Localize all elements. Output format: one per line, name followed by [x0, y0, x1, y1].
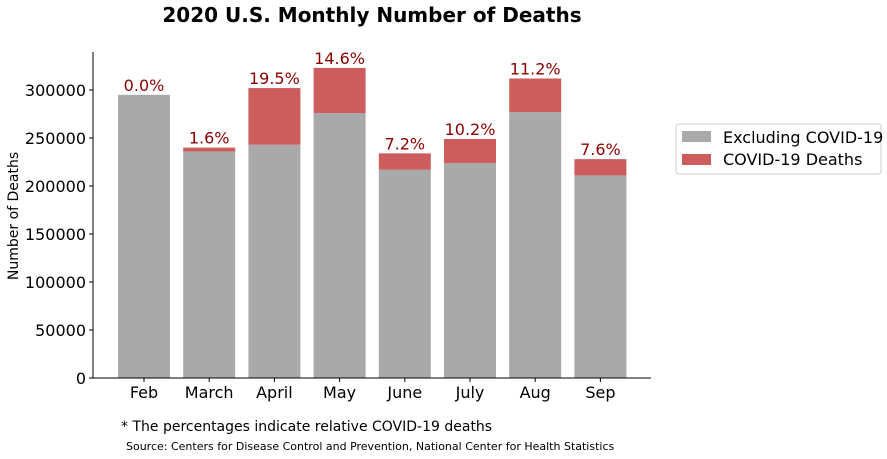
- legend-label-excluding-covid: Excluding COVID-19: [723, 128, 883, 147]
- bar-covid-deaths-july: [444, 138, 496, 163]
- percent-label-may: 14.6%: [314, 49, 365, 68]
- percent-label-aug: 11.2%: [510, 59, 561, 78]
- axes: Feb March April May June July Aug Sep 0 50000 1000…: [25, 52, 651, 402]
- bar-excluding-covid-april: [248, 144, 301, 378]
- legend-label-covid-deaths: COVID-19 Deaths: [723, 150, 862, 169]
- y-tick-label: 100000: [25, 273, 86, 292]
- y-axis-label: Number of Deaths: [6, 152, 22, 280]
- legend: Excluding COVID-19 COVID-19 Deaths: [675, 123, 883, 175]
- x-tick-label-feb: Feb: [130, 383, 158, 402]
- bar-excluding-covid-june: [378, 169, 431, 378]
- x-tick-label-aug: Aug: [520, 383, 551, 402]
- bar-excluding-covid-march: [183, 151, 236, 378]
- y-tick-label: 150000: [25, 225, 86, 244]
- footnote: * The percentages indicate relative COVI…: [121, 419, 492, 435]
- bar-covid-deaths-aug: [509, 78, 562, 113]
- y-tick-label: 250000: [25, 129, 86, 148]
- bar-covid-deaths-sep: [574, 159, 627, 176]
- bar-excluding-covid-feb: [118, 94, 170, 379]
- percent-label-sep: 7.6%: [580, 140, 621, 159]
- bar-excluding-covid-may: [313, 113, 366, 378]
- y-tick-label: 300000: [25, 81, 86, 100]
- percent-label-feb: 0.0%: [124, 76, 165, 95]
- bar-covid-deaths-april: [248, 88, 301, 145]
- x-tick-label-sep: Sep: [585, 383, 615, 402]
- bar-excluding-covid-sep: [574, 175, 627, 378]
- x-tick-label-march: March: [185, 383, 234, 402]
- y-tick-label: 0: [76, 369, 86, 388]
- legend-swatch-covid-deaths: [682, 154, 711, 165]
- bar-covid-deaths-may: [313, 67, 366, 114]
- source-note: Source: Centers for Disease Control and …: [126, 440, 615, 453]
- chart-title: 2020 U.S. Monthly Number of Deaths: [162, 3, 581, 27]
- bar-excluding-covid-july: [444, 162, 496, 378]
- percent-label-july: 10.2%: [445, 120, 496, 139]
- bar-covid-deaths-june: [378, 153, 431, 170]
- x-tick-label-june: June: [386, 383, 422, 402]
- x-tick-label-may: May: [323, 383, 356, 402]
- x-tick-label-april: April: [256, 383, 293, 402]
- bar-excluding-covid-aug: [509, 112, 562, 378]
- bar-covid-deaths-march: [183, 147, 236, 152]
- x-tick-label-july: July: [455, 383, 485, 402]
- percent-label-june: 7.2%: [384, 134, 425, 153]
- legend-swatch-excluding-covid: [682, 131, 711, 142]
- y-tick-label: 50000: [35, 321, 86, 340]
- percent-label-april: 19.5%: [249, 69, 300, 88]
- plot-area: 0.0% 1.6% 19.5% 14.6% 7.2% 10.2% 11.2% 7.6%: [118, 49, 627, 379]
- legend-frame: [675, 123, 882, 175]
- y-tick-label: 200000: [25, 177, 86, 196]
- percent-label-march: 1.6%: [189, 129, 230, 148]
